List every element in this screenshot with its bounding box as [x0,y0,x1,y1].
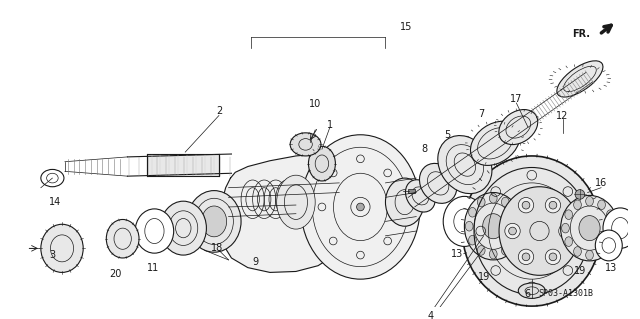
Circle shape [356,203,364,211]
Text: 16: 16 [595,178,607,188]
Ellipse shape [465,221,473,231]
Circle shape [575,189,585,199]
Ellipse shape [502,197,509,207]
Circle shape [545,197,561,213]
Ellipse shape [308,146,335,181]
Text: 13: 13 [451,249,463,259]
Ellipse shape [565,237,573,246]
Ellipse shape [145,219,164,243]
Text: 11: 11 [147,263,159,273]
Ellipse shape [187,190,241,252]
Ellipse shape [602,238,616,253]
Circle shape [545,249,561,264]
Ellipse shape [603,208,637,249]
Text: FR.: FR. [573,29,591,39]
Ellipse shape [444,197,486,246]
Text: 10: 10 [309,99,321,109]
Ellipse shape [510,235,518,245]
Text: 8: 8 [421,144,427,154]
Ellipse shape [106,219,139,258]
Ellipse shape [607,210,614,219]
Ellipse shape [499,187,580,275]
Ellipse shape [468,235,476,245]
Ellipse shape [385,178,424,226]
Ellipse shape [465,193,522,260]
Ellipse shape [607,237,614,246]
Text: 2: 2 [216,106,222,116]
Ellipse shape [598,247,605,256]
Text: 13: 13 [605,263,617,273]
Polygon shape [219,154,385,272]
Bar [408,189,415,194]
Circle shape [549,201,557,209]
Ellipse shape [202,206,227,237]
Text: 3: 3 [49,250,56,260]
Ellipse shape [438,136,492,194]
Ellipse shape [612,218,629,239]
Text: 4: 4 [428,311,434,319]
Ellipse shape [301,135,420,279]
Ellipse shape [586,197,593,206]
Circle shape [518,249,534,264]
Text: 17: 17 [510,94,522,104]
Text: 20: 20 [109,269,122,279]
Ellipse shape [477,197,485,207]
Circle shape [563,227,570,235]
Text: 6: 6 [525,289,531,299]
Ellipse shape [610,223,618,233]
Ellipse shape [499,109,538,145]
Circle shape [505,223,520,239]
Ellipse shape [454,209,475,234]
Bar [147,154,219,176]
Circle shape [522,253,530,261]
Ellipse shape [510,207,518,217]
Ellipse shape [561,196,618,261]
Circle shape [522,201,530,209]
Text: 19: 19 [574,266,586,277]
Ellipse shape [579,216,600,241]
Ellipse shape [419,163,457,204]
Ellipse shape [573,200,581,210]
Ellipse shape [562,223,570,233]
Text: 1: 1 [326,120,333,130]
Ellipse shape [557,61,603,97]
Ellipse shape [160,201,207,255]
Text: SP03-A1301B: SP03-A1301B [538,289,593,298]
Ellipse shape [41,224,83,272]
Text: 5: 5 [444,130,450,140]
Ellipse shape [276,175,315,229]
Ellipse shape [468,207,476,217]
Ellipse shape [502,246,509,255]
Circle shape [518,197,534,213]
Text: 7: 7 [479,108,485,119]
Ellipse shape [598,200,605,210]
Text: 18: 18 [211,243,223,253]
Ellipse shape [290,133,321,156]
Ellipse shape [41,169,64,187]
Ellipse shape [565,210,573,219]
Text: 14: 14 [49,197,61,207]
Ellipse shape [586,250,593,260]
Text: 15: 15 [401,22,413,32]
Ellipse shape [463,156,601,306]
Ellipse shape [490,194,497,203]
Ellipse shape [406,180,435,212]
Circle shape [549,253,557,261]
Ellipse shape [518,283,545,298]
Circle shape [509,227,516,235]
Text: 12: 12 [556,110,569,121]
Circle shape [559,223,574,239]
Ellipse shape [135,209,173,253]
Text: 9: 9 [252,257,259,267]
Ellipse shape [490,249,497,259]
Ellipse shape [483,214,504,239]
Ellipse shape [595,230,622,261]
Ellipse shape [470,121,520,166]
Ellipse shape [513,221,521,231]
Ellipse shape [477,246,485,255]
Text: 19: 19 [477,272,490,282]
Ellipse shape [573,247,581,256]
